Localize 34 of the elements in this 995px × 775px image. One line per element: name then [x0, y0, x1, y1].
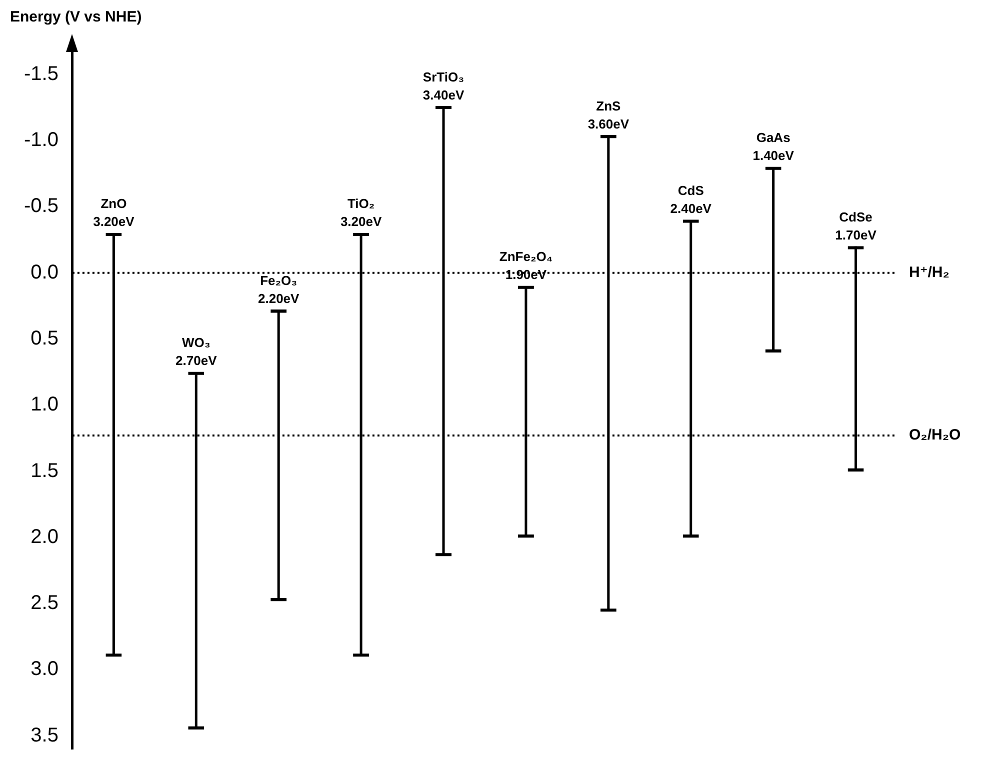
data-label: 1.40eV	[752, 148, 794, 164]
x-tick-label: CdSe	[839, 209, 872, 224]
y-tick-label: 1.0	[30, 394, 58, 416]
data-label: 3.40eV	[422, 87, 464, 102]
ref-line-label: H⁺/H₂	[909, 264, 950, 281]
data-label: 2.70eV	[176, 353, 218, 368]
x-tick-label: CdS	[678, 183, 704, 198]
y-tick-label: 2.5	[30, 592, 58, 614]
x-tick-label: SrTiO₃	[422, 69, 464, 84]
x-tick-label: GaAs	[756, 130, 790, 146]
x-tick-label: TiO₂	[347, 196, 375, 212]
data-label: 3.20eV	[93, 214, 135, 230]
y-tick-label: -1.0	[24, 129, 58, 152]
x-tick-label: ZnO	[100, 196, 127, 212]
data-label: 3.60eV	[588, 116, 630, 132]
y-tick-label: 2.0	[30, 526, 58, 548]
y-tick-label: 3.5	[30, 724, 58, 746]
ref-line-label: O₂/H₂O	[909, 426, 961, 444]
y-tick-label: -1.5	[24, 62, 58, 85]
y-tick-label: 3.0	[30, 658, 58, 680]
y-tick-label: 0.0	[30, 261, 58, 284]
x-tick-label: ZnFe₂O₄	[499, 249, 553, 264]
y-tick-label: 0.5	[30, 327, 58, 350]
y-tick-label: -0.5	[24, 195, 58, 218]
x-tick-label: ZnS	[596, 98, 622, 114]
x-tick-label: WO₃	[182, 335, 210, 350]
data-label: 2.40eV	[670, 201, 712, 216]
x-tick-label: Fe₂O₃	[260, 272, 298, 288]
y-tick-label: 1.5	[30, 460, 58, 482]
y-axis-title: Energy (V vs NHE)	[10, 8, 142, 26]
data-label: 3.20eV	[340, 214, 382, 230]
data-label: 2.20eV	[258, 290, 300, 306]
data-label: 1.70eV	[835, 227, 877, 242]
data-label: 1.90eV	[505, 267, 547, 282]
